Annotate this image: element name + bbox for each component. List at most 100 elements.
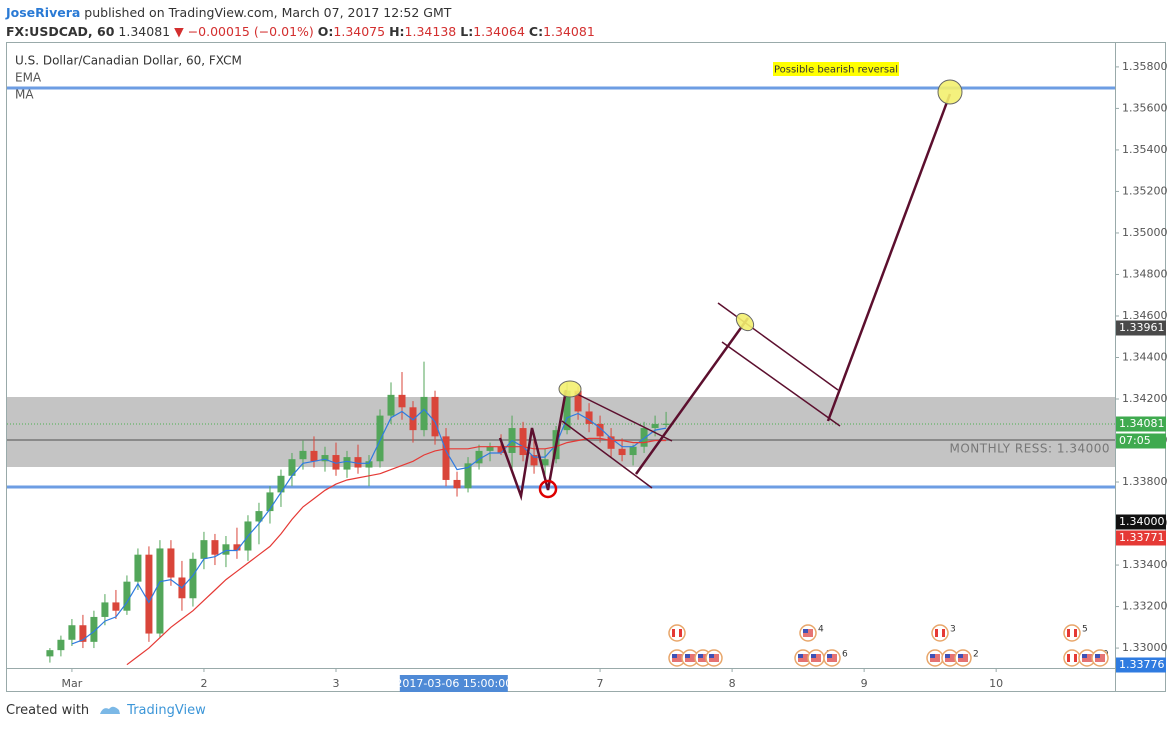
highlight (937, 79, 963, 105)
channel-line (574, 392, 673, 442)
o-label: O: (317, 24, 334, 39)
y-tick-label: 1.33800 (1122, 475, 1168, 488)
candle-body (200, 540, 208, 559)
flag (945, 654, 950, 658)
candle-body (387, 394, 395, 416)
flag (685, 654, 690, 658)
plot: 436352510 (46, 361, 1109, 667)
channel-line (721, 341, 841, 427)
candle-body (365, 461, 373, 468)
highlight (735, 312, 755, 332)
candle-body (288, 459, 296, 476)
y-tick-label: 1.35800 (1122, 60, 1168, 73)
y-tick-label: 1.35600 (1122, 101, 1168, 114)
candle-body (585, 411, 593, 424)
zone-label: MONTHLY RESS: 1.34000 (950, 442, 1111, 456)
price-badge (1116, 416, 1166, 432)
candle-body (618, 448, 626, 456)
legend-entry: EMA (15, 71, 42, 85)
o-value: 1.34075 (333, 24, 386, 39)
candle-body (464, 463, 472, 489)
brand[interactable]: TradingView (127, 703, 206, 718)
candle-body (475, 450, 483, 464)
candle-body (101, 602, 109, 617)
w-pattern (498, 389, 568, 501)
candle-body (497, 446, 505, 453)
price-badge (1116, 514, 1166, 530)
logo (100, 706, 121, 714)
candle-body (233, 544, 241, 551)
candle-body (332, 455, 340, 470)
candle-body (167, 548, 175, 578)
l-label: L: (460, 24, 474, 39)
candle-body (222, 544, 230, 555)
y-tick-label: 1.34600 (1122, 309, 1168, 322)
candle-body (79, 625, 87, 642)
y-tick-label: 1.33200 (1122, 600, 1168, 613)
flag (698, 654, 703, 658)
created-with: Created with (6, 703, 90, 718)
flag (958, 654, 963, 658)
indicator-line (126, 437, 667, 666)
candle-body (277, 475, 285, 493)
event-count: 2 (973, 650, 979, 660)
note: Possible bearish reversal (774, 65, 898, 76)
candle-body (123, 581, 131, 611)
header-line: FX:USDCAD, 60 1.34081 ▼ −0.00015 (−0.01%… (6, 22, 595, 41)
price-badge-label: 1.33776 (1119, 658, 1165, 671)
candle-body (651, 423, 659, 429)
highlight (558, 380, 582, 398)
flag (803, 629, 808, 633)
flag (811, 654, 816, 658)
flag (827, 654, 832, 658)
candle-body (145, 554, 153, 634)
candle-body (530, 455, 538, 466)
candle-body (376, 415, 384, 462)
candle-body (574, 390, 582, 412)
candle-body (640, 428, 648, 447)
flag (1070, 629, 1074, 637)
price-badge-label: 07:05 (1119, 434, 1151, 447)
event-count: 3 (950, 625, 956, 635)
drawings (498, 93, 952, 501)
projection-line (634, 317, 750, 475)
flag (672, 654, 677, 658)
price-badge-label: 1.33961 (1119, 321, 1165, 334)
candle-body (112, 602, 120, 611)
y-tick-label: 1.34200 (1122, 392, 1168, 405)
y-tick-label: 1.34400 (1122, 350, 1168, 363)
price-badge (1116, 530, 1166, 546)
x-tick-label: 9 (861, 677, 868, 690)
chart-title: U.S. Dollar/Canadian Dollar, 60, FXCM (15, 54, 242, 68)
candle-body (596, 423, 604, 437)
candle-body (420, 396, 428, 431)
h-label: H: (389, 24, 405, 39)
symbol: FX:USDCAD, 60 (6, 24, 115, 39)
header: JoseRivera published on TradingView.com,… (6, 3, 595, 41)
candle-body (563, 390, 571, 431)
author[interactable]: JoseRivera (6, 5, 81, 20)
candle-body (189, 558, 197, 599)
candle-body (409, 407, 417, 431)
axes: 1.35800 1.35600 1.35400 1.35200 1.35000 1.348… (62, 60, 1168, 692)
candle-body (453, 479, 461, 489)
price-badge (1116, 657, 1166, 673)
x-tick-label: 7 (597, 677, 604, 690)
flag (930, 654, 935, 658)
candle-body (255, 511, 263, 522)
y-tick-label: 1.35400 (1122, 143, 1168, 156)
event-count: 5 (1082, 625, 1088, 635)
y-tick-label: 1.33400 (1122, 558, 1168, 571)
candle-body (57, 639, 65, 651)
candle-body (321, 455, 329, 462)
candle-body (68, 625, 76, 640)
flag (1082, 654, 1087, 658)
event-count: 4 (818, 625, 824, 635)
candle-body (431, 396, 439, 437)
flag (798, 654, 803, 658)
price-badge-label: 1.34000 (1119, 515, 1165, 528)
crosshair-box (399, 675, 508, 692)
candle-body (310, 450, 318, 462)
candle-body (299, 450, 307, 460)
candle-body (607, 436, 615, 449)
